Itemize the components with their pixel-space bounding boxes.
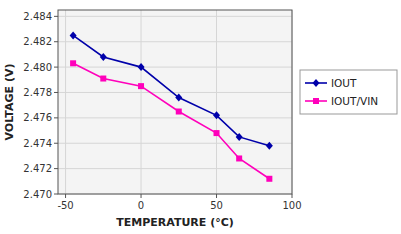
chart: 2.470 2.472 2.474 2.476 2.478 2.480 2.482 2.484… [0,0,401,234]
tick [54,16,58,17]
grid-line [58,117,292,118]
grid-line [58,168,292,169]
legend-label: IOUT/VIN [331,95,378,107]
point [70,60,76,66]
x-tick-label: 50 [210,200,223,211]
point [266,176,272,182]
y-tick-label: 2.472 [23,163,52,174]
grid-line [58,16,292,17]
point [236,155,242,161]
tick [141,194,142,198]
tick [54,143,58,144]
point [236,133,243,141]
tick [54,194,58,195]
grid-line [65,10,66,194]
y-tick-label: 2.482 [23,36,52,47]
x-axis-label: TEMPERATURE (°C) [116,216,234,229]
point [175,94,182,102]
point [176,109,182,115]
tick [54,67,58,68]
grid-line [141,10,142,194]
grid-line [58,92,292,93]
grid-line [58,67,292,68]
point [138,83,144,89]
tick [54,117,58,118]
point [138,63,145,71]
grid-line [216,10,217,194]
tick [292,194,293,198]
y-tick-label: 2.478 [23,87,52,98]
point [214,130,220,136]
legend-box [300,70,397,114]
tick [54,168,58,169]
legend: IOUT IOUT/VIN [300,70,397,114]
x-tick-label: -50 [57,200,73,211]
point [213,111,220,119]
series-line [73,35,269,145]
series-line [73,63,269,178]
x-tick-label: 100 [282,200,301,211]
legend-marker [313,98,319,104]
tick [54,92,58,93]
y-axis-label: VOLTAGE (V) [3,64,16,141]
point [100,76,106,82]
y-tick-label: 2.474 [23,138,52,149]
tick [65,194,66,198]
grid [58,10,292,194]
plot-background [58,10,292,194]
point [100,53,107,61]
point [266,142,273,150]
legend-label: IOUT [331,77,357,89]
data [70,31,273,181]
plot-frame [58,10,292,194]
y-tick-label: 2.476 [23,112,52,123]
grid-line [58,41,292,42]
point [70,31,77,39]
y-tick-label: 2.480 [23,62,52,73]
tick [54,41,58,42]
x-tick-label: 0 [138,200,144,211]
y-tick-label: 2.470 [23,189,52,200]
legend-marker [313,79,320,87]
y-tick-label: 2.484 [23,11,52,22]
tick [216,194,217,198]
